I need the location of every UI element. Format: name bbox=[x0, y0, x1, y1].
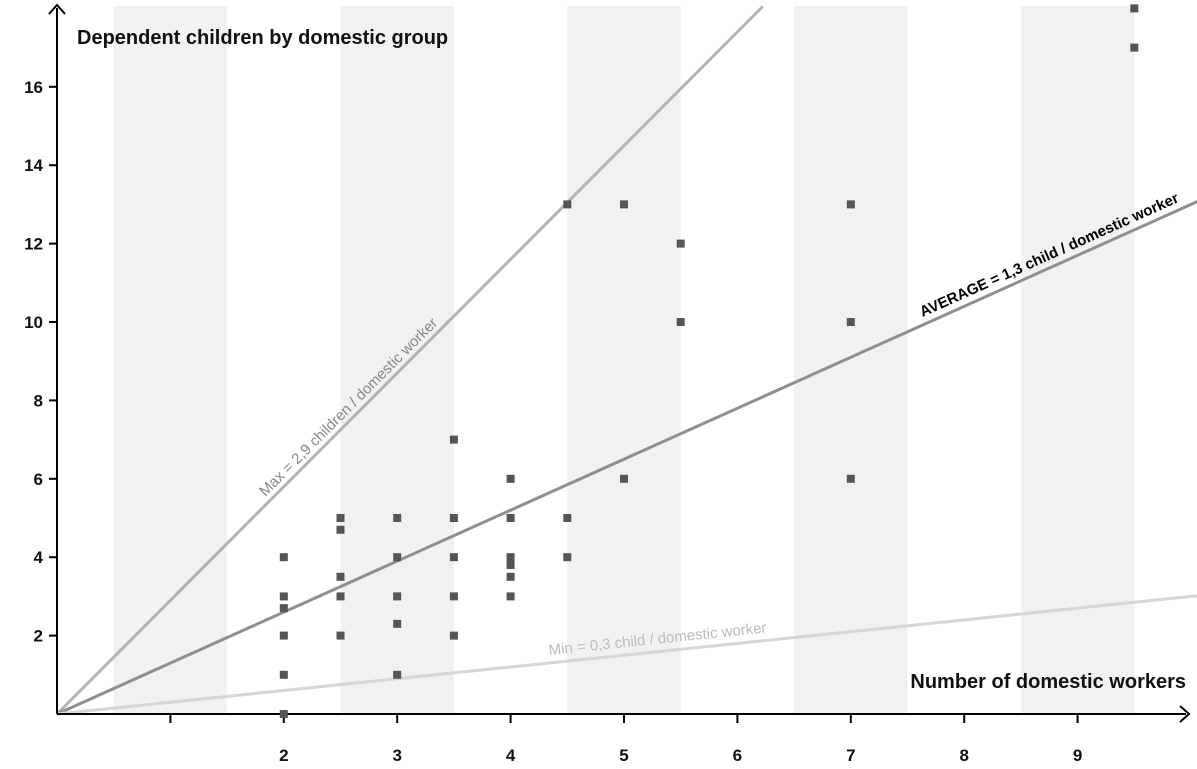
data-point bbox=[506, 561, 515, 570]
chart-title: Dependent children by domestic group bbox=[77, 27, 448, 49]
reference-line bbox=[56, 200, 1197, 716]
shaded-band bbox=[1020, 6, 1135, 714]
data-point bbox=[393, 514, 402, 522]
x-axis-title: Number of domestic workers bbox=[910, 671, 1186, 693]
y-tick-label: 10 bbox=[24, 313, 43, 332]
data-point bbox=[506, 514, 515, 522]
y-tick-label: 4 bbox=[34, 548, 44, 567]
data-point bbox=[449, 553, 458, 562]
data-point bbox=[1130, 4, 1139, 13]
axes bbox=[48, 3, 1191, 723]
y-tick-label: 2 bbox=[34, 627, 43, 646]
y-tick-label: 14 bbox=[24, 156, 43, 175]
x-tick-label: 8 bbox=[959, 746, 968, 765]
x-tick-label: 3 bbox=[392, 746, 401, 765]
data-point bbox=[563, 514, 572, 522]
data-point bbox=[393, 592, 402, 601]
data-point bbox=[393, 553, 402, 562]
data-point bbox=[563, 553, 572, 562]
data-point bbox=[336, 631, 345, 640]
shaded-bands bbox=[113, 6, 1135, 714]
data-point bbox=[336, 525, 345, 534]
data-point bbox=[279, 604, 288, 613]
data-point bbox=[449, 435, 458, 444]
data-point bbox=[336, 514, 345, 522]
data-point bbox=[506, 592, 515, 601]
shaded-band bbox=[794, 6, 908, 714]
data-point bbox=[1130, 43, 1139, 52]
data-point bbox=[449, 592, 458, 601]
data-point bbox=[393, 619, 402, 628]
data-point bbox=[506, 553, 515, 562]
data-point bbox=[846, 200, 855, 209]
x-tick-label: 6 bbox=[733, 746, 742, 765]
axis-ticks: 2 3 4 5 6 7 8 9 2 4 6 8 10 12 14 16 bbox=[24, 78, 1082, 765]
data-point bbox=[846, 474, 855, 483]
data-point bbox=[279, 670, 288, 679]
x-tick-label: 9 bbox=[1073, 746, 1082, 765]
x-tick-label: 2 bbox=[279, 746, 288, 765]
data-point bbox=[676, 239, 685, 248]
data-point bbox=[676, 318, 685, 326]
y-axis-arrow bbox=[48, 3, 66, 15]
data-point bbox=[336, 592, 345, 601]
reference-line bbox=[55, 5, 764, 716]
x-tick-label: 4 bbox=[506, 746, 516, 765]
y-tick-label: 8 bbox=[34, 391, 43, 410]
data-point bbox=[279, 710, 288, 718]
data-point bbox=[279, 631, 288, 640]
reference-line bbox=[56, 594, 1197, 716]
data-point bbox=[620, 200, 628, 209]
x-tick-label: 5 bbox=[619, 746, 628, 765]
shaded-band bbox=[567, 6, 681, 714]
data-point bbox=[279, 553, 288, 562]
data-point bbox=[506, 572, 515, 581]
data-point bbox=[449, 631, 458, 640]
x-tick-label: 7 bbox=[846, 746, 855, 765]
data-point bbox=[336, 572, 345, 581]
shaded-band bbox=[113, 6, 228, 714]
data-point bbox=[393, 670, 402, 679]
data-point bbox=[620, 474, 628, 483]
data-point bbox=[449, 514, 458, 522]
data-point bbox=[563, 200, 572, 209]
data-point bbox=[846, 318, 855, 326]
y-tick-label: 12 bbox=[24, 235, 43, 254]
y-tick-label: 6 bbox=[34, 470, 43, 489]
data-point bbox=[279, 592, 288, 601]
y-tick-label: 16 bbox=[24, 78, 43, 97]
x-axis-arrow bbox=[1179, 705, 1191, 723]
data-points bbox=[279, 4, 1139, 718]
data-point bbox=[506, 474, 515, 483]
